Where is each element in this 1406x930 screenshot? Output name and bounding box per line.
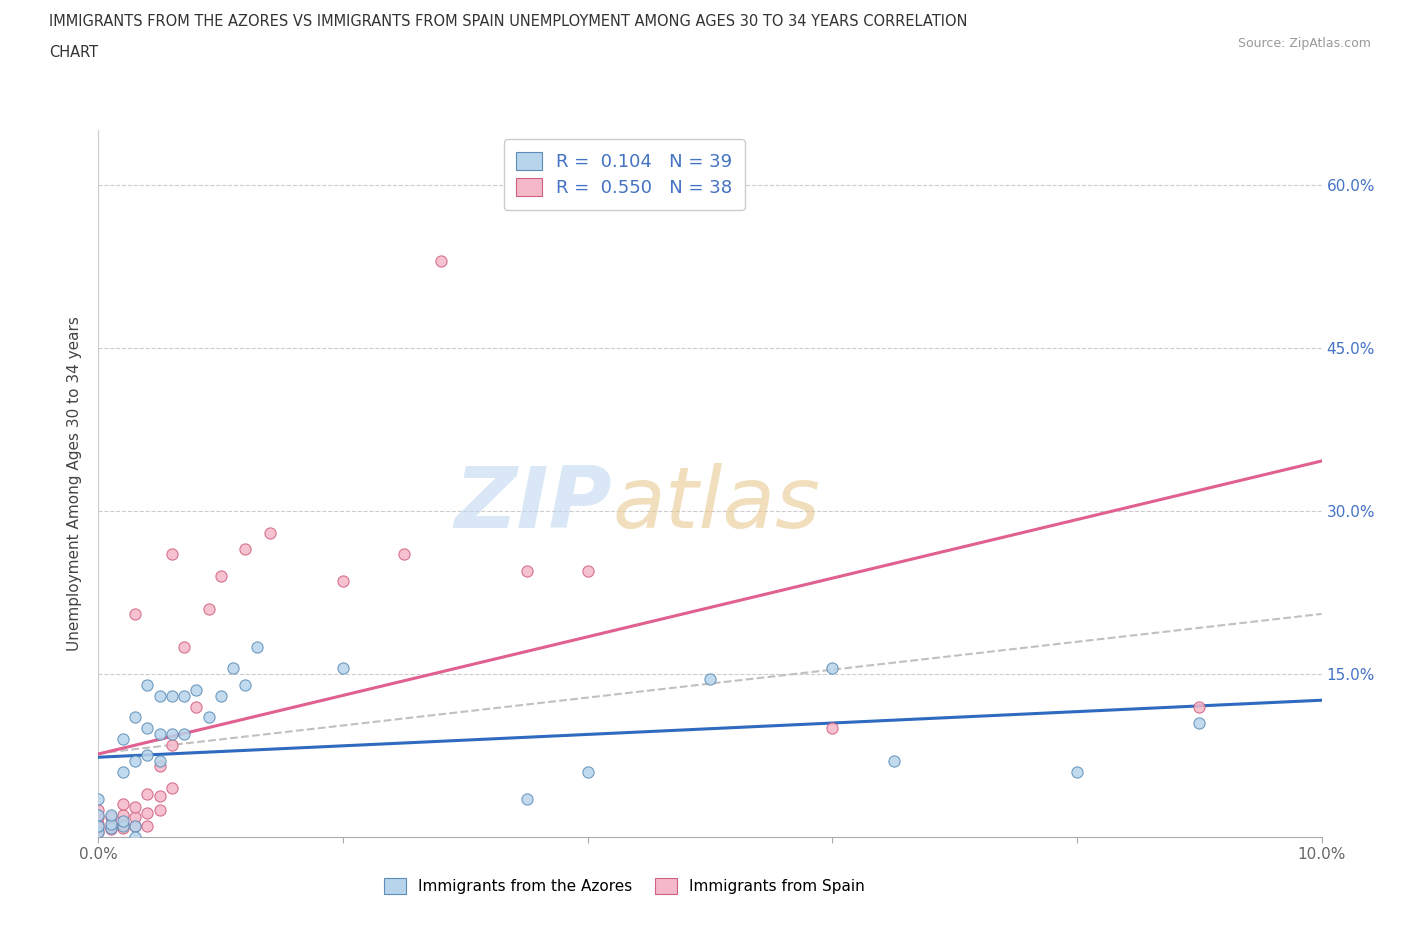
Point xyxy=(87,817,110,831)
Point xyxy=(233,677,256,692)
Point xyxy=(111,817,134,831)
Point xyxy=(209,568,232,583)
Point xyxy=(246,639,269,654)
Point xyxy=(111,808,134,823)
Point xyxy=(111,821,134,836)
Point xyxy=(87,810,110,825)
Point xyxy=(576,564,599,578)
Text: CHART: CHART xyxy=(49,45,98,60)
Point xyxy=(111,813,134,828)
Point xyxy=(100,808,122,823)
Point xyxy=(124,810,146,825)
Point xyxy=(1188,699,1211,714)
Y-axis label: Unemployment Among Ages 30 to 34 years: Unemployment Among Ages 30 to 34 years xyxy=(67,316,83,651)
Point xyxy=(111,732,134,747)
Point xyxy=(149,726,172,741)
Point xyxy=(87,818,110,833)
Point xyxy=(149,753,172,768)
Point xyxy=(160,726,183,741)
Point xyxy=(197,710,219,724)
Point xyxy=(160,737,183,752)
Point xyxy=(124,753,146,768)
Point xyxy=(111,797,134,812)
Point xyxy=(100,821,122,836)
Point xyxy=(430,253,453,268)
Legend: Immigrants from the Azores, Immigrants from Spain: Immigrants from the Azores, Immigrants f… xyxy=(378,871,870,900)
Text: IMMIGRANTS FROM THE AZORES VS IMMIGRANTS FROM SPAIN UNEMPLOYMENT AMONG AGES 30 T: IMMIGRANTS FROM THE AZORES VS IMMIGRANTS… xyxy=(49,14,967,29)
Point xyxy=(186,699,208,714)
Point xyxy=(124,799,146,814)
Point xyxy=(111,764,134,779)
Point xyxy=(124,606,146,621)
Point xyxy=(100,822,122,837)
Point xyxy=(87,824,110,839)
Point xyxy=(124,818,146,833)
Point xyxy=(136,786,159,801)
Point xyxy=(111,818,134,833)
Point xyxy=(1066,764,1088,779)
Point xyxy=(173,726,195,741)
Point xyxy=(149,789,172,804)
Point xyxy=(699,671,721,686)
Point xyxy=(160,688,183,703)
Point xyxy=(516,791,538,806)
Point xyxy=(100,810,122,825)
Point xyxy=(136,677,159,692)
Point xyxy=(124,818,146,833)
Point xyxy=(160,780,183,795)
Point xyxy=(87,791,110,806)
Point xyxy=(197,601,219,616)
Point xyxy=(332,574,354,589)
Point xyxy=(576,764,599,779)
Point xyxy=(209,688,232,703)
Point xyxy=(821,721,844,736)
Point xyxy=(124,710,146,724)
Point xyxy=(136,805,159,820)
Point xyxy=(100,818,122,833)
Point xyxy=(173,639,195,654)
Point xyxy=(392,547,416,562)
Point xyxy=(136,721,159,736)
Point xyxy=(87,803,110,817)
Point xyxy=(124,830,146,844)
Text: atlas: atlas xyxy=(612,463,820,546)
Point xyxy=(516,564,538,578)
Point xyxy=(149,759,172,774)
Point xyxy=(222,661,245,676)
Point xyxy=(173,688,195,703)
Point xyxy=(332,661,354,676)
Point xyxy=(100,817,122,831)
Point xyxy=(186,683,208,698)
Point xyxy=(136,818,159,833)
Point xyxy=(821,661,844,676)
Point xyxy=(87,808,110,823)
Point xyxy=(233,541,256,556)
Point xyxy=(1188,715,1211,730)
Point xyxy=(87,821,110,836)
Point xyxy=(149,688,172,703)
Point xyxy=(259,525,281,540)
Point xyxy=(136,748,159,763)
Point xyxy=(87,824,110,839)
Point xyxy=(149,803,172,817)
Text: Source: ZipAtlas.com: Source: ZipAtlas.com xyxy=(1237,37,1371,50)
Point xyxy=(160,547,183,562)
Text: ZIP: ZIP xyxy=(454,463,612,546)
Point xyxy=(883,753,905,768)
